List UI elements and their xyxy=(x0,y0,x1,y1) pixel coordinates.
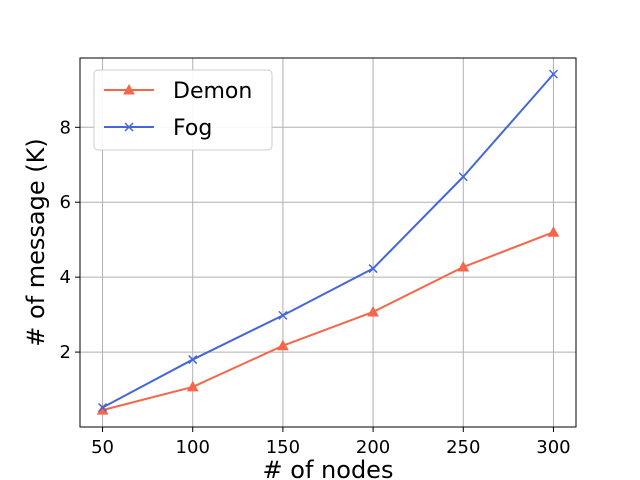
legend-item-fog: Fog xyxy=(104,116,212,141)
legend-marker-fog xyxy=(124,122,134,132)
legend-label-fog: Fog xyxy=(173,116,212,141)
legend-label-demon: Demon xyxy=(173,79,252,104)
series-line-fog xyxy=(102,73,555,409)
y-tick-label: 6 xyxy=(60,192,71,213)
data-point-demon xyxy=(457,261,470,272)
x-tick-label: 100 xyxy=(176,437,210,458)
legend-item-demon: Demon xyxy=(104,79,252,104)
series-layer xyxy=(96,69,560,415)
data-point-fog xyxy=(368,264,378,274)
series-fog xyxy=(98,69,558,413)
series-demon xyxy=(96,226,560,415)
data-point-demon xyxy=(547,226,560,237)
data-point-fog xyxy=(188,355,198,365)
legend-marker-demon xyxy=(123,83,135,95)
data-point-fog xyxy=(278,310,288,320)
x-axis-label: # of nodes xyxy=(263,456,394,480)
data-point-fog xyxy=(98,402,108,413)
data-point-fog xyxy=(458,172,468,182)
x-tick-label: 50 xyxy=(91,437,114,458)
x-tick-label: 250 xyxy=(446,437,480,458)
axis-ticks: 50 100 150 200 250 300 2 4 6 8 xyxy=(60,117,571,458)
series-line-demon xyxy=(102,231,554,412)
y-tick-label: 4 xyxy=(60,267,71,288)
data-point-demon xyxy=(186,380,199,392)
x-tick-label: 200 xyxy=(356,437,390,458)
data-point-demon xyxy=(277,339,289,351)
data-point-fog xyxy=(548,69,558,79)
legend: Demon Fog xyxy=(93,69,273,151)
y-tick-label: 2 xyxy=(60,342,71,363)
y-axis-label: # of message (K) xyxy=(22,138,50,346)
x-tick-label: 300 xyxy=(536,437,570,458)
x-tick-label: 150 xyxy=(266,437,300,458)
y-tick-label: 8 xyxy=(60,117,71,138)
plot-frame xyxy=(79,57,577,428)
data-point-demon xyxy=(367,305,379,317)
